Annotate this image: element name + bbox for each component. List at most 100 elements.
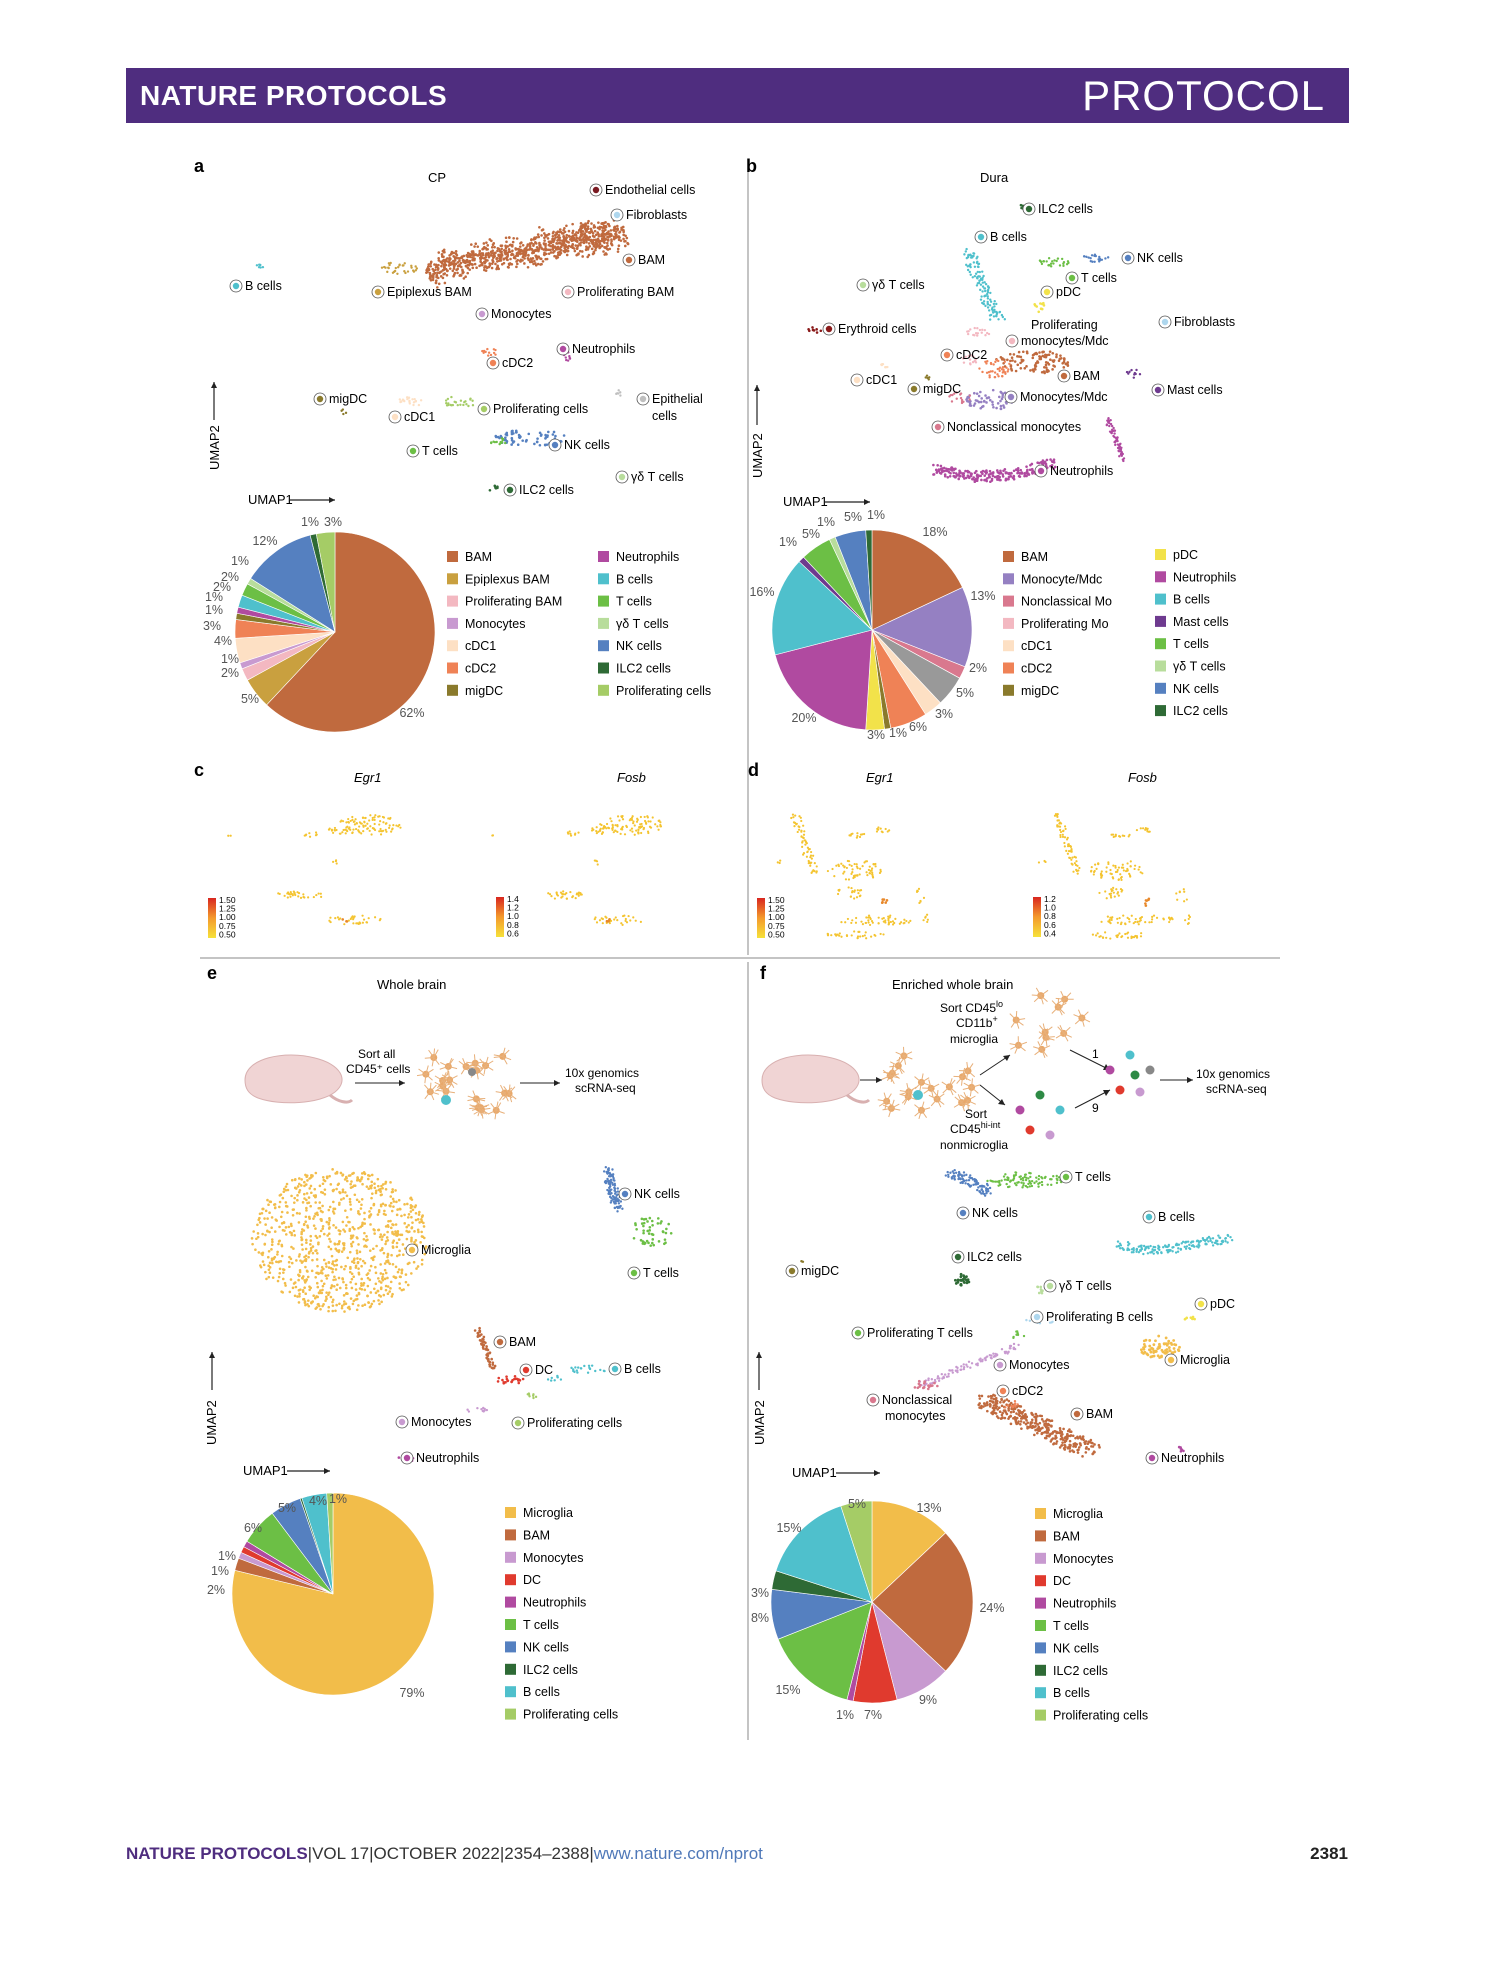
umap-point [489, 353, 493, 357]
umap-point [840, 921, 843, 924]
umap-point [577, 1366, 580, 1369]
umap-point [461, 255, 464, 258]
microglia-process [477, 1107, 485, 1115]
umap-point [986, 300, 989, 304]
umap-point [388, 1290, 391, 1293]
umap-point [354, 1288, 358, 1291]
umap-point [958, 469, 961, 473]
umap-point [335, 1171, 339, 1175]
umap-point [401, 1243, 405, 1246]
cluster-marker-dot [522, 1366, 530, 1374]
umap-point [389, 1226, 393, 1230]
umap-point [1049, 358, 1052, 361]
pie-chart: 18%13%2%5%3%6%1%3%20%16%1%5%1% 5% 1% [749, 508, 995, 742]
umap-point [379, 1272, 383, 1275]
umap-point [319, 1307, 322, 1311]
umap-point [268, 1271, 272, 1275]
umap-point [335, 1303, 338, 1307]
microglia-process [1055, 997, 1065, 1000]
umap-point [802, 836, 805, 840]
umap-point [991, 471, 995, 474]
microglia-process [919, 1082, 922, 1092]
umap-point [995, 302, 998, 306]
umap-point [519, 252, 522, 256]
umap-point [352, 922, 355, 925]
umap-point [1061, 833, 1064, 836]
umap-point [954, 1171, 958, 1175]
sort-text: microglia [950, 1032, 998, 1046]
scale-tick-label: 0.8 [507, 920, 519, 930]
pie-data-label: 18% [922, 525, 947, 539]
umap-point [563, 230, 567, 234]
umap-point [466, 251, 470, 255]
umap-point [298, 1295, 301, 1298]
umap-point [1037, 310, 1041, 314]
umap-point [287, 892, 291, 896]
umap-point [998, 310, 1002, 314]
umap-point [663, 1242, 666, 1246]
umap-point [540, 234, 543, 237]
umap-point [1113, 440, 1116, 444]
umap-point [442, 266, 446, 269]
umap-point [988, 374, 991, 377]
umap-point [297, 1288, 301, 1292]
umap-point [398, 1282, 401, 1285]
umap-point [398, 398, 402, 401]
umap-point [649, 1244, 652, 1247]
umap-point [815, 328, 818, 331]
umap-point [334, 1226, 338, 1229]
umap-point [635, 820, 639, 823]
umap-point [262, 1263, 266, 1267]
umap-point [497, 247, 501, 251]
umap-point [440, 253, 444, 256]
umap-point [1100, 875, 1103, 878]
umap-point [1025, 471, 1029, 474]
umap-point [408, 402, 412, 405]
umap-point [357, 1243, 360, 1246]
umap-point [547, 430, 550, 434]
umap-point [311, 1258, 314, 1262]
umap-point [339, 1198, 343, 1201]
umap-point [851, 868, 854, 871]
umap-point [592, 251, 596, 255]
umap-point [590, 229, 593, 232]
umap-point [620, 922, 623, 925]
umap-point [382, 1251, 386, 1255]
legend-swatch [447, 640, 458, 652]
umap-point [1063, 841, 1066, 845]
umap-point [308, 1177, 311, 1180]
umap-point [335, 1288, 338, 1292]
umap-point [354, 818, 357, 821]
gene-label: Fosb [617, 770, 646, 785]
umap-point [349, 1265, 352, 1269]
umap-point [369, 825, 372, 828]
umap-point [601, 221, 604, 225]
microglia-process [472, 1090, 477, 1100]
umap-point [1115, 888, 1118, 891]
umap-point [622, 233, 625, 237]
umap-point [645, 1239, 649, 1243]
umap-point [574, 1366, 577, 1369]
umap-point [804, 843, 807, 846]
legend-label: γδ T cells [1173, 660, 1226, 674]
scale-tick-label: 0.75 [219, 921, 236, 931]
microglia-process [903, 1055, 913, 1060]
umap-point [1041, 350, 1044, 354]
legend-label: Proliferating cells [616, 684, 711, 698]
pie-data-label: 3% [324, 515, 342, 529]
umap-point [357, 1304, 360, 1307]
legend-swatch [505, 1507, 516, 1518]
umap-point [1142, 1252, 1145, 1256]
umap-point [311, 1251, 315, 1255]
umap-point [1121, 935, 1124, 938]
umap-point [984, 304, 987, 308]
umap-point [298, 1253, 301, 1256]
umap-point [806, 846, 809, 849]
umap-point [355, 822, 358, 825]
microglia-process [969, 1087, 973, 1097]
umap-point [973, 402, 977, 405]
umap-point [444, 399, 448, 402]
umap-point [874, 862, 877, 866]
umap-point [1001, 315, 1005, 319]
umap-point [849, 895, 852, 898]
